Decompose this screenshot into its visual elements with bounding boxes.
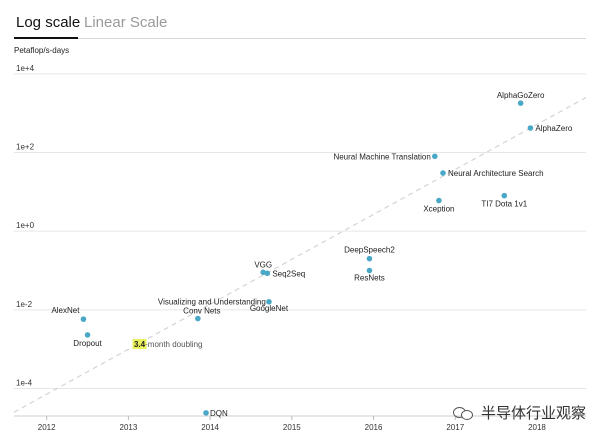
x-tick-label: 2012 — [38, 423, 56, 432]
wechat-icon — [452, 406, 475, 420]
y-tick-label: 1e+0 — [16, 221, 35, 230]
data-point — [436, 197, 442, 204]
x-tick-label: 2017 — [446, 423, 464, 432]
data-point — [84, 332, 91, 338]
data-point — [366, 267, 373, 274]
data-point-label: Visualizing and Understanding Conv Nets — [158, 298, 266, 316]
data-point — [432, 153, 438, 160]
x-tick-label: 2014 — [201, 423, 219, 432]
data-point-label: AlexNet — [51, 306, 80, 315]
scale-tabs: Log scale Linear Scale — [14, 14, 586, 40]
data-point — [203, 410, 209, 416]
data-point-label: Seq2Seq — [272, 269, 305, 278]
data-point — [80, 316, 87, 322]
watermark: 半导体行业观察 — [452, 402, 586, 423]
data-point — [266, 299, 272, 305]
watermark-text: 半导体行业观察 — [480, 405, 586, 422]
data-point — [501, 192, 508, 199]
data-point-label: DeepSpeech2 — [344, 246, 395, 255]
data-point-label: Xception — [423, 205, 454, 214]
data-point — [264, 270, 271, 277]
data-point-label: VGG — [254, 260, 272, 269]
data-point — [366, 255, 373, 262]
annotation-highlight — [132, 339, 147, 350]
data-point — [195, 315, 201, 322]
y-tick-label: 1e-2 — [16, 300, 33, 309]
data-point-label: AlphaZero — [535, 124, 572, 133]
active-tab-indicator — [14, 37, 78, 39]
data-point-label: Dropout — [73, 339, 102, 348]
data-point — [527, 125, 534, 131]
y-axis-label: Petaflop/s-days — [14, 46, 70, 55]
x-tick-label: 2013 — [120, 423, 138, 432]
annotation-label: 3.4-month doubling — [134, 340, 203, 349]
data-point — [517, 100, 524, 106]
tabs-divider — [14, 38, 586, 39]
trend-line — [13, 96, 587, 413]
x-tick-label: 2016 — [365, 423, 383, 432]
data-point-label: GoogleNet — [250, 304, 289, 313]
data-point-label: DQN — [210, 409, 228, 418]
y-tick-label: 1e-4 — [16, 379, 33, 388]
tab-log-scale[interactable]: Log scale — [16, 14, 81, 31]
tab-linear-scale[interactable]: Linear Scale — [84, 14, 168, 31]
data-point-label: AlphaGoZero — [497, 91, 545, 100]
data-point-label: TI7 Dota 1v1 — [481, 200, 527, 209]
x-tick-label: 2018 — [528, 423, 546, 432]
y-tick-label: 1e+2 — [16, 143, 35, 152]
y-tick-label: 1e+4 — [16, 64, 35, 73]
data-point-label: Neural Machine Translation — [333, 152, 430, 161]
data-point — [440, 170, 446, 176]
x-tick-label: 2015 — [283, 423, 301, 432]
data-point-label: Neural Architecture Search — [448, 169, 544, 178]
data-point-label: ResNets — [354, 274, 385, 283]
